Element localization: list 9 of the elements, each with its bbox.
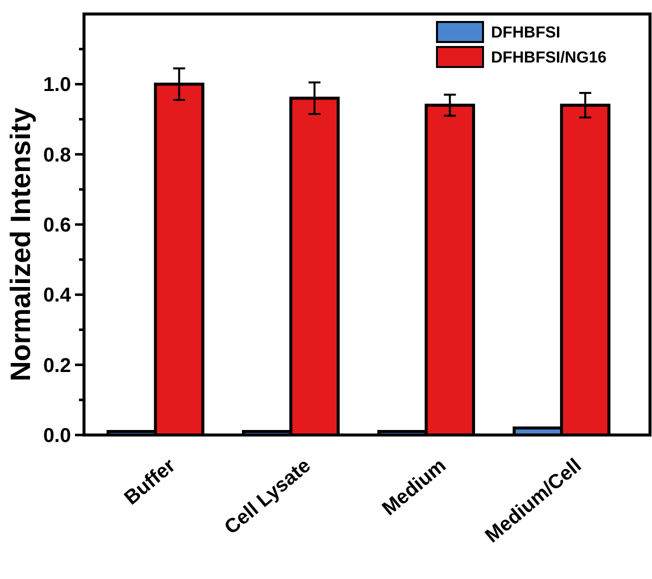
y-tick-label: 0.8: [43, 144, 71, 166]
y-tick-label: 0.4: [43, 284, 72, 307]
legend-label: DFHBFSI: [491, 24, 560, 42]
legend-label: DFHBFSI/NG16: [491, 50, 607, 67]
y-tick-label: 0.0: [43, 425, 71, 447]
y-axis-title: Normalized Intensity: [5, 107, 36, 382]
y-tick-label: 1.0: [43, 74, 71, 96]
y-tick-label: 0.2: [43, 354, 71, 377]
y-tick-label: 0.6: [43, 214, 71, 236]
